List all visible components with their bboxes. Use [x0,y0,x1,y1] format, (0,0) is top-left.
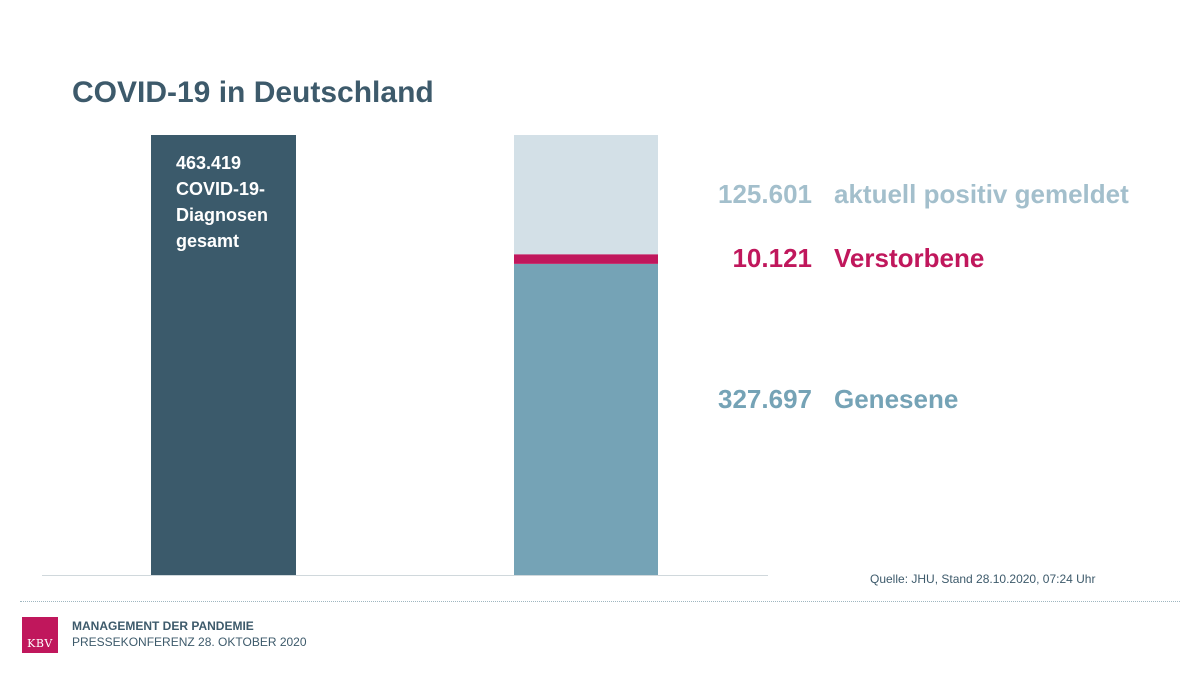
bar-segment-aktuell-positiv-gemeldet [514,135,658,255]
legend-aktuell-positiv: 125.601 aktuell positiv gemeldet [700,179,1129,210]
legend-label: aktuell positiv gemeldet [834,179,1129,209]
total-label-line: Diagnosen [176,205,269,225]
legend-label: Verstorbene [834,243,985,273]
bar-segment-verstorbene [514,254,658,264]
source-note: Quelle: JHU, Stand 28.10.2020, 07:24 Uhr [870,572,1096,586]
legend-genesene: 327.697 Genesene [700,384,958,415]
footer-title: MANAGEMENT DER PANDEMIE [72,619,254,633]
bar-total-diagnosen [151,135,296,575]
footer-subtitle: PRESSEKONFERENZ 28. OKTOBER 2020 [72,635,307,649]
total-label-line: 463.419 [176,153,242,173]
total-bar-label: 463.419 COVID-19- Diagnosen gesamt [176,150,291,254]
legend-value: 125.601 [718,179,812,209]
legend-value: 10.121 [732,243,812,273]
legend-label: Genesene [834,384,959,414]
footer-divider [20,601,1180,602]
page-title: COVID-19 in Deutschland [72,76,434,109]
legend-verstorbene: 10.121 Verstorbene [700,243,984,274]
total-label-line: COVID-19- [176,179,266,199]
legend-value: 327.697 [718,384,812,414]
chart [42,135,768,576]
kbv-logo: KBV [22,617,58,653]
total-label-line: gesamt [176,231,240,251]
bar-segment-genesene [514,263,658,575]
